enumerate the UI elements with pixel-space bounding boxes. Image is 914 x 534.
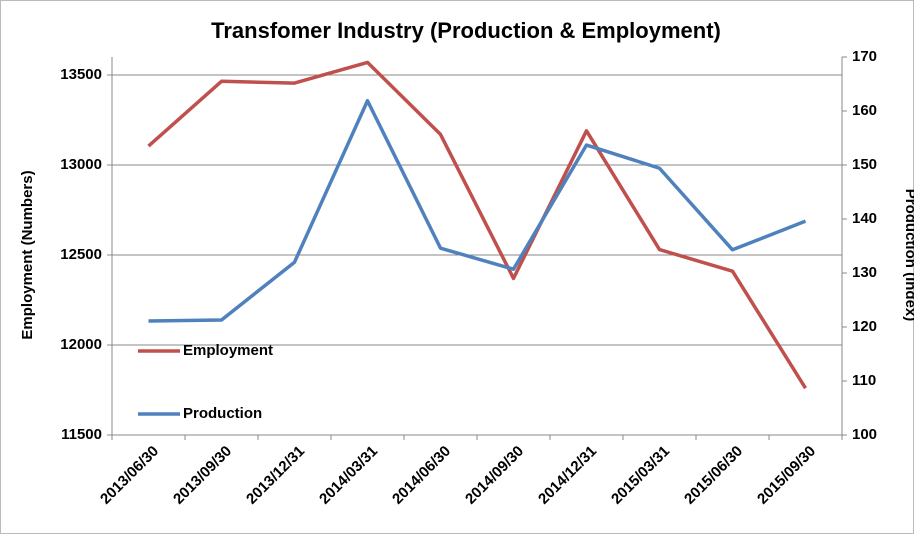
legend-label: Production (183, 405, 262, 422)
y-tick-label: 12500 (60, 246, 102, 263)
y-tick-label: 13000 (60, 156, 102, 173)
series-line (147, 60, 807, 390)
y-tick-label: 12000 (60, 336, 102, 353)
y2-tick-label: 120 (852, 318, 877, 335)
legend-label: Employment (183, 342, 273, 359)
y2-tick-label: 160 (852, 102, 877, 119)
series-line (148, 98, 807, 323)
y2-tick-label: 130 (852, 264, 877, 281)
y2-tick-label: 170 (852, 48, 877, 65)
y2-tick-label: 150 (852, 156, 877, 173)
y-tick-label: 11500 (61, 426, 102, 443)
y2-axis-label: Production (Index) (902, 189, 914, 322)
y-axis-label: Employment (Numbers) (19, 170, 36, 339)
y2-tick-label: 140 (852, 210, 877, 227)
y2-tick-label: 100 (852, 426, 877, 443)
chart-title: Transfomer Industry (Production & Employ… (211, 18, 721, 43)
y-tick-label: 13500 (60, 66, 102, 83)
y2-tick-label: 110 (852, 372, 876, 389)
